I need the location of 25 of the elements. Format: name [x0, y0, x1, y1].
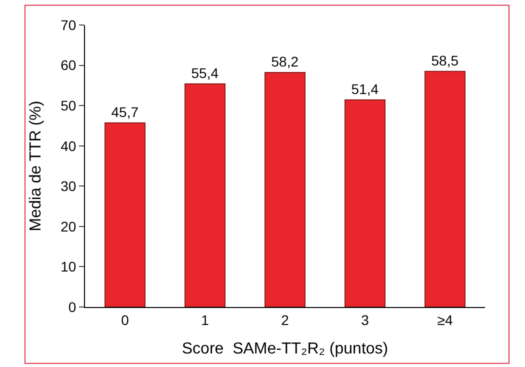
data-label: 58,5 [431, 52, 459, 68]
data-label: 55,4 [191, 64, 219, 81]
data-label: 51,4 [351, 80, 379, 97]
y-tick-label: 10 [60, 258, 76, 275]
x-tick-label: 3 [361, 312, 370, 328]
x-axis-title: Score SAMe-TT₂R₂ (puntos) [182, 340, 388, 358]
bar [184, 83, 226, 307]
y-tick-label: 0 [68, 298, 76, 315]
data-label: 58,2 [271, 54, 299, 70]
bar [344, 99, 386, 307]
bar [424, 70, 466, 307]
x-tick-label: 2 [281, 312, 290, 328]
bar [104, 122, 146, 307]
data-label: 45,7 [111, 104, 139, 120]
bar [264, 72, 306, 307]
y-axis-title: Media de TTR (%) [28, 100, 45, 232]
y-tick-label: 20 [60, 218, 76, 234]
y-tick-label: 40 [60, 138, 76, 154]
x-tick-label: 1 [201, 312, 210, 328]
x-tick-label: ≥4 [437, 312, 453, 328]
y-tick-label: 30 [60, 178, 76, 194]
y-tick-label: 60 [60, 57, 76, 74]
y-tick-label: 50 [60, 97, 76, 114]
x-tick-label: 0 [121, 312, 130, 328]
y-tick-label: 70 [60, 16, 76, 33]
